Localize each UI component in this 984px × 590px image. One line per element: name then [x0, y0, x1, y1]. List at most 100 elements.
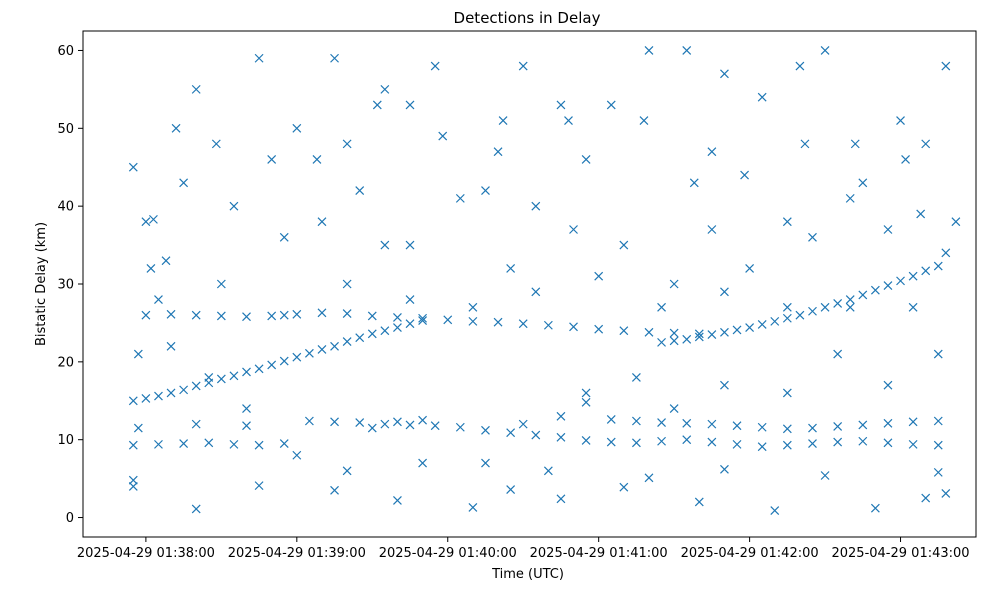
data-point	[933, 349, 943, 359]
data-point	[166, 341, 176, 351]
data-point	[229, 439, 239, 449]
data-point	[657, 418, 666, 427]
data-point	[166, 309, 176, 319]
data-point	[707, 147, 717, 157]
data-point	[204, 438, 214, 448]
data-point	[317, 217, 327, 227]
data-point	[317, 308, 327, 318]
data-point	[146, 264, 156, 273]
y-tick-label: 60	[57, 44, 74, 59]
data-point	[430, 61, 440, 71]
data-point	[870, 285, 880, 295]
data-point	[430, 421, 440, 431]
data-point	[133, 349, 143, 359]
data-point	[330, 53, 339, 63]
data-point	[380, 419, 390, 429]
data-point	[393, 495, 402, 505]
data-point	[154, 439, 163, 449]
data-point	[330, 417, 339, 427]
data-point	[367, 311, 377, 321]
data-point	[267, 311, 277, 321]
data-point	[355, 186, 365, 196]
data-point	[694, 329, 704, 339]
data-point	[921, 266, 931, 276]
data-point	[279, 310, 289, 320]
data-point	[279, 356, 289, 366]
data-point	[707, 330, 717, 340]
data-point	[657, 302, 666, 312]
y-tick-label: 30	[57, 278, 74, 293]
data-point	[682, 435, 692, 445]
data-point	[531, 201, 541, 211]
data-point	[782, 217, 792, 227]
data-point	[694, 332, 704, 342]
data-point	[493, 317, 503, 327]
data-point	[850, 139, 860, 149]
data-point	[443, 315, 453, 325]
data-point	[951, 217, 961, 227]
data-point	[732, 421, 742, 431]
data-point	[556, 411, 566, 421]
data-point	[141, 217, 151, 227]
data-point	[342, 309, 352, 319]
data-point	[179, 385, 189, 395]
data-point	[405, 240, 415, 250]
data-point	[720, 464, 729, 474]
data-point	[455, 422, 465, 432]
data-point	[254, 481, 264, 491]
data-point	[883, 225, 893, 234]
data-point	[883, 418, 893, 428]
data-point	[745, 264, 755, 273]
data-point	[933, 467, 943, 477]
data-point	[657, 436, 666, 446]
data-point	[669, 328, 679, 338]
data-point	[191, 419, 201, 429]
data-point	[267, 360, 277, 370]
data-point	[732, 325, 742, 335]
data-point	[154, 295, 163, 304]
data-point	[594, 324, 604, 334]
data-point	[757, 442, 767, 452]
data-point	[682, 46, 692, 55]
data-point	[254, 53, 264, 63]
data-point	[556, 100, 566, 110]
data-point	[689, 178, 699, 188]
x-axis: 2025-04-29 01:38:00 2025-04-29 01:39:00 20…	[77, 537, 970, 561]
data-point	[393, 323, 402, 333]
data-point	[644, 46, 654, 55]
data-point	[921, 493, 931, 503]
data-point	[211, 139, 221, 149]
data-point	[720, 287, 729, 297]
data-point	[543, 320, 553, 330]
data-point	[128, 475, 138, 485]
data-point	[619, 240, 629, 250]
data-point	[581, 388, 591, 398]
data-point	[518, 319, 528, 329]
data-point	[393, 417, 402, 427]
data-point	[292, 450, 302, 460]
data-point	[481, 458, 490, 468]
data-point	[569, 322, 578, 332]
data-point	[933, 440, 943, 450]
data-point	[581, 397, 591, 407]
data-point	[556, 432, 566, 442]
data-point	[941, 61, 951, 71]
data-point	[569, 225, 578, 234]
data-point	[921, 139, 931, 149]
data-point	[506, 485, 516, 494]
data-point	[355, 418, 365, 427]
data-point	[242, 421, 251, 431]
data-point	[795, 310, 805, 320]
data-point	[594, 271, 604, 281]
data-point	[242, 312, 251, 322]
data-point	[179, 178, 189, 188]
data-point	[606, 415, 616, 424]
data-point	[481, 425, 490, 435]
data-point	[870, 503, 880, 513]
data-point	[304, 416, 314, 426]
data-point	[128, 440, 138, 450]
data-point	[694, 497, 704, 507]
chart-title: Detections in Delay	[454, 9, 601, 27]
data-point	[581, 436, 591, 445]
